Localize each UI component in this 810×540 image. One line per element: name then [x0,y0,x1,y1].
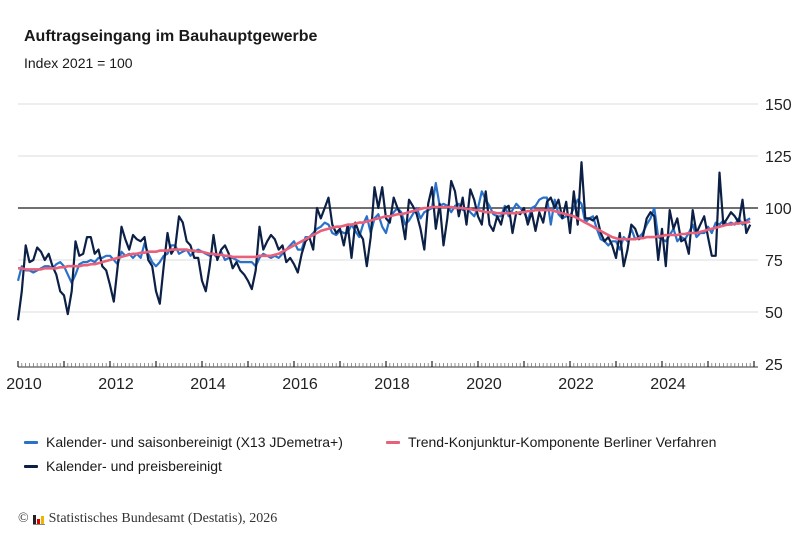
legend-label: Kalender- und saisonbereinigt (X13 JDeme… [46,434,343,450]
chart-subtitle: Index 2021 = 100 [24,55,133,71]
x-tick-label: 2024 [650,376,686,393]
y-tick-label: 150 [765,97,792,114]
legend-swatch [24,464,38,468]
footer: © Statistisches Bundesamt (Destatis), 20… [18,511,277,527]
legend-item-trend[interactable]: Trend-Konjunktur-Komponente Berliner Ver… [386,434,716,450]
x-tick-label: 2018 [374,376,410,393]
legend-swatch [386,440,400,444]
series-trend-line [18,205,751,271]
destatis-logo [32,514,45,525]
x-tick-label: 2012 [98,376,134,393]
y-tick-label: 125 [765,149,792,166]
x-tick-label: 2022 [558,376,594,393]
y-tick-label: 25 [765,357,783,374]
series-price-adjusted-line [16,161,752,321]
chart-title: Auftragseingang im Bauhauptgewerbe [24,28,318,45]
series-price-adjusted [16,161,752,321]
x-tick-label: 2016 [282,376,318,393]
gridlines [18,103,758,313]
y-tick-label: 100 [765,201,792,218]
x-tick-label: 2010 [6,376,42,393]
legend-item-price[interactable]: Kalender- und preisbereinigt [24,458,222,474]
x-tick-label: 2014 [190,376,226,393]
series-trend [17,205,751,271]
x-axis: 2010 2012 2014 2016 2018 2020 2022 2024 [6,361,758,393]
legend-label: Kalender- und preisbereinigt [46,458,222,474]
copyright-symbol: © [18,511,29,526]
legend-swatch [24,440,38,444]
legend-label: Trend-Konjunktur-Komponente Berliner Ver… [408,434,717,450]
y-tick-label: 50 [765,305,783,322]
series-lines [16,161,752,321]
y-axis-labels: 150 125 100 75 50 25 [765,97,792,374]
x-tick-label: 2020 [466,376,502,393]
footer-text: Statistisches Bundesamt (Destatis), 2026 [48,511,278,526]
y-tick-label: 75 [765,253,783,270]
legend-item-seasonal[interactable]: Kalender- und saisonbereinigt (X13 JDeme… [24,434,343,450]
